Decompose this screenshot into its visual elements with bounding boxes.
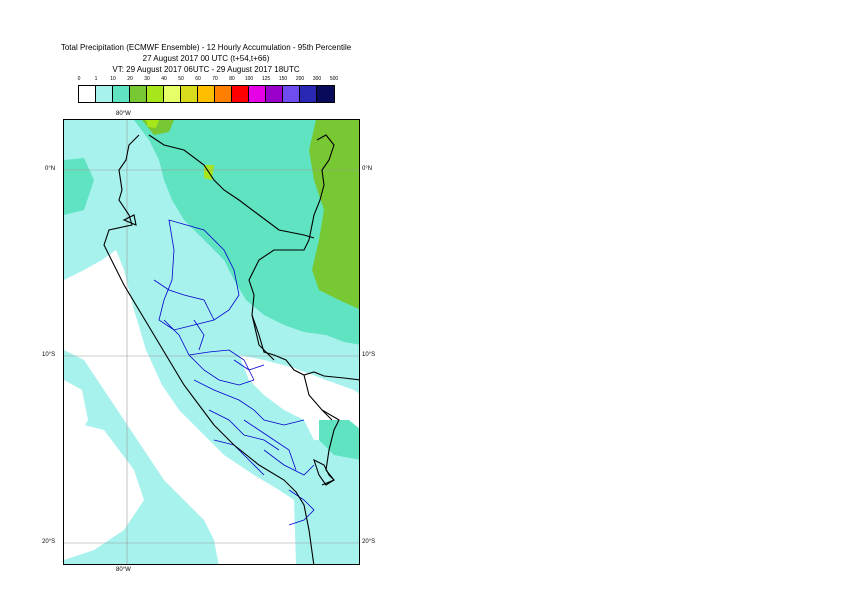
medium-precip-west <box>64 158 94 215</box>
legend-swatch <box>96 86 113 102</box>
legend-tick-label: 10 <box>110 76 116 82</box>
legend-bar <box>78 85 335 103</box>
lat-label-right-10: 10°S <box>362 352 376 358</box>
lat-label-left-20: 20°S <box>42 539 56 545</box>
run-time: 27 August 2017 00 UTC (t+54,t+66) <box>142 54 270 63</box>
legend-tick-label: 1 <box>94 76 98 82</box>
legend-tick-label: 30 <box>144 76 150 82</box>
green-precip-northeast <box>309 120 359 310</box>
legend-tick-label: 80 <box>229 76 235 82</box>
legend-tick-label: 50 <box>178 76 184 82</box>
color-legend: 0 1 10 20 30 40 50 60 70 80 100 125 150 200 300 500 <box>76 76 348 103</box>
legend-swatch <box>164 86 181 102</box>
legend-swatch <box>130 86 147 102</box>
legend-tick-label: 100 <box>244 76 254 82</box>
precipitation-map <box>63 119 360 565</box>
medium-precip-north <box>134 120 359 345</box>
legend-tick-label: 300 <box>312 76 322 82</box>
top-lon-label: 80°W <box>116 111 131 117</box>
regional-boundaries <box>153 219 315 526</box>
legend-tick-label: 40 <box>161 76 167 82</box>
country-borders <box>103 134 359 564</box>
legend-swatch <box>198 86 215 102</box>
legend-swatch <box>147 86 164 102</box>
legend-swatch <box>215 86 232 102</box>
legend-tick-label: 200 <box>295 76 305 82</box>
dry-area-offshore-3 <box>84 480 124 520</box>
legend-tick-label: 70 <box>212 76 218 82</box>
legend-swatch <box>249 86 266 102</box>
map-title: Total Precipitation (ECMWF Ensemble) - 1… <box>60 43 352 52</box>
legend-swatch <box>113 86 130 102</box>
lat-label-right-0: 0°N <box>362 166 373 172</box>
legend-swatch <box>266 86 283 102</box>
legend-swatch <box>79 86 96 102</box>
legend-swatch <box>283 86 300 102</box>
dry-area-coast <box>64 250 296 564</box>
valid-time: VT: 29 August 2017 06UTC - 29 August 201… <box>112 65 300 74</box>
legend-swatch <box>181 86 198 102</box>
lat-label-right-20: 20°S <box>362 539 376 545</box>
legend-tick-label: 125 <box>261 76 271 82</box>
legend-tick-label: 150 <box>278 76 288 82</box>
legend-tick-label: 0 <box>77 76 81 82</box>
legend-tick-label: 500 <box>329 76 339 82</box>
lat-label-left-0: 0°N <box>45 166 56 172</box>
legend-swatch <box>232 86 249 102</box>
lime-precip-north <box>146 120 159 128</box>
legend-tick-label: 20 <box>127 76 133 82</box>
bottom-lon-label: 80°W <box>116 567 131 573</box>
map-canvas <box>64 120 359 564</box>
legend-swatch <box>300 86 317 102</box>
lat-label-left-10: 10°S <box>42 352 56 358</box>
legend-tick-label: 60 <box>195 76 201 82</box>
legend-swatch <box>317 86 334 102</box>
legend-ticks: 0 1 10 20 30 40 50 60 70 80 100 125 150 200 300 500 <box>76 76 348 84</box>
